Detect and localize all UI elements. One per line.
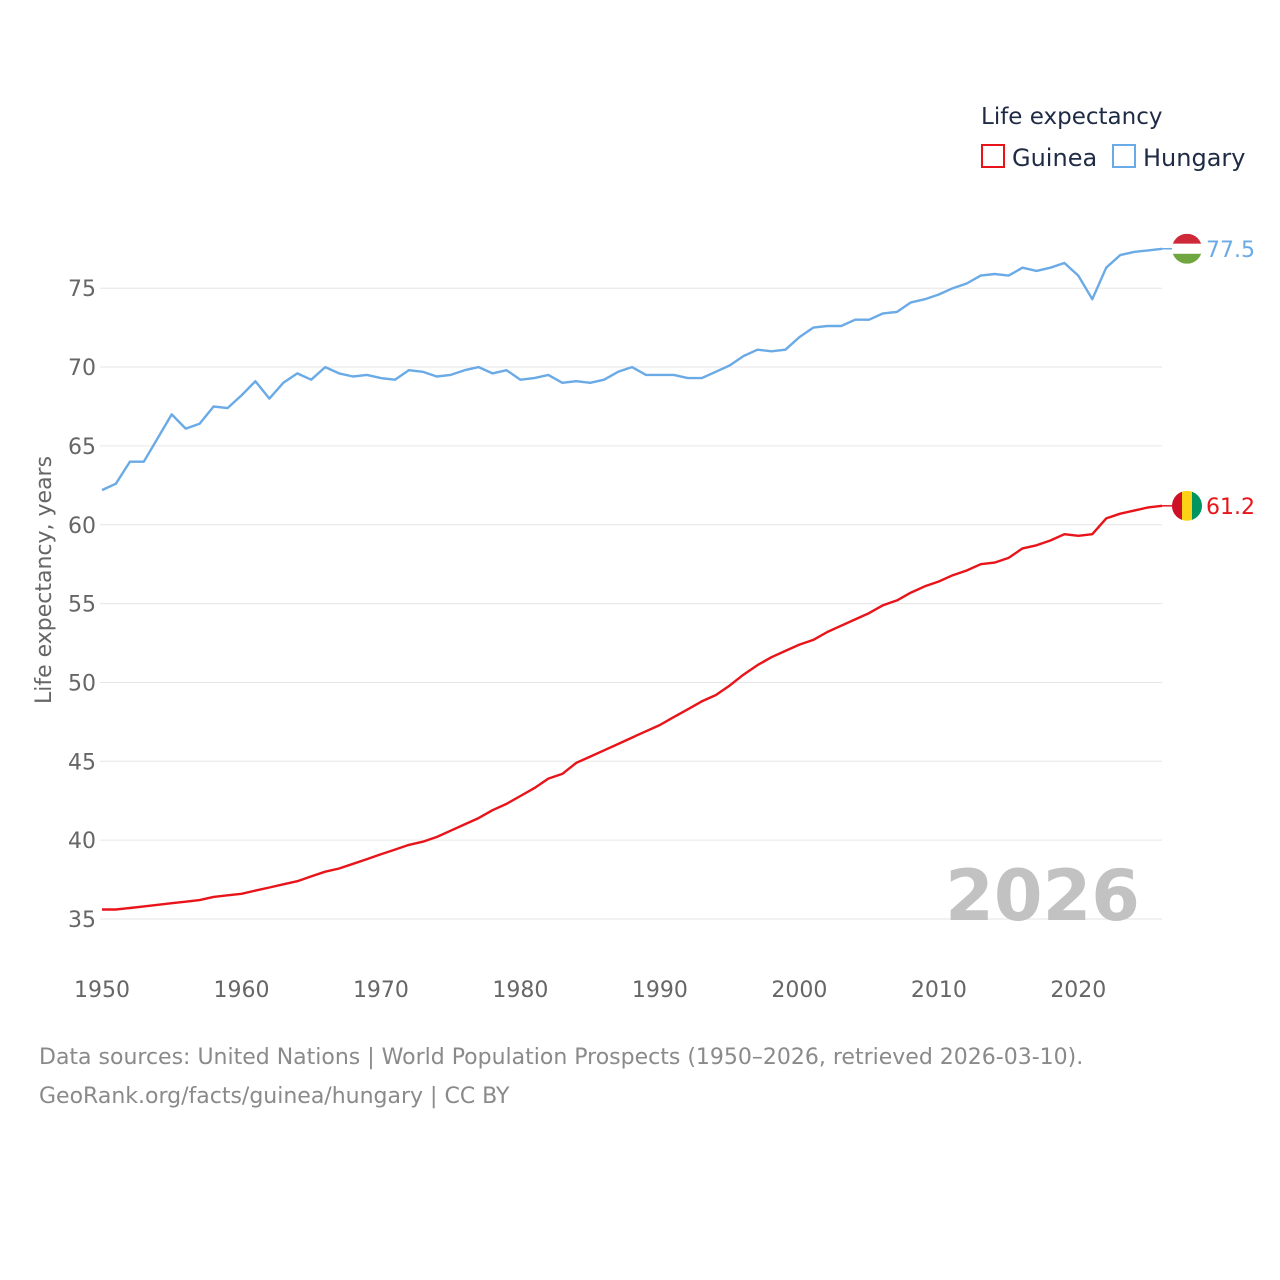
y-tick-label: 45 — [68, 750, 96, 775]
end-value-hungary: 77.5 — [1206, 238, 1255, 263]
grid-lines — [100, 287, 1162, 920]
guinea-flag-icon — [1172, 490, 1202, 521]
x-axis-ticks: 1950 1960 1970 1980 1990 2000 2010 2020 — [74, 978, 1106, 1003]
y-tick-label: 75 — [68, 277, 96, 302]
y-tick-label: 65 — [68, 435, 96, 460]
series-line-guinea[interactable] — [102, 504, 1163, 911]
x-tick-label: 2010 — [911, 978, 967, 1003]
legend-swatch-hungary[interactable] — [1112, 144, 1136, 168]
legend-swatch-guinea[interactable] — [981, 144, 1005, 168]
legend-label-hungary[interactable]: Hungary — [1143, 144, 1245, 172]
y-tick-label: 55 — [68, 593, 96, 618]
series-lines — [101, 247, 1163, 911]
line-chart: 35 40 45 50 55 60 65 70 75 1950 1960 1970 1980 1990 2… — [32, 104, 1255, 1003]
y-tick-label: 70 — [68, 356, 96, 381]
footer-sources: Data sources: United Nations | World Pop… — [39, 1045, 1084, 1070]
legend-title: Life expectancy — [981, 104, 1162, 130]
series-end-markers: 61.2 77.5 — [1162, 233, 1255, 521]
y-axis-label: Life expectancy, years — [32, 456, 57, 704]
legend: Life expectancy Guinea Hungary — [981, 104, 1245, 172]
year-watermark: 2026 — [945, 855, 1140, 937]
x-tick-label: 1960 — [213, 978, 269, 1003]
series-line-hungary[interactable] — [101, 247, 1163, 492]
footer-credit: GeoRank.org/facts/guinea/hungary | CC BY — [39, 1084, 510, 1109]
hungary-flag-icon — [1172, 233, 1202, 264]
x-tick-label: 2000 — [771, 978, 827, 1003]
end-value-guinea: 61.2 — [1206, 495, 1255, 520]
x-tick-label: 1970 — [353, 978, 409, 1003]
y-axis-ticks: 35 40 45 50 55 60 65 70 75 — [68, 277, 96, 933]
y-tick-label: 60 — [68, 514, 96, 539]
y-tick-label: 50 — [68, 671, 96, 696]
y-tick-label: 35 — [68, 908, 96, 933]
legend-label-guinea[interactable]: Guinea — [1012, 144, 1097, 172]
x-tick-label: 1980 — [492, 978, 548, 1003]
x-tick-label: 2020 — [1050, 978, 1106, 1003]
y-tick-label: 40 — [68, 829, 96, 854]
x-tick-label: 1950 — [74, 978, 130, 1003]
x-tick-label: 1990 — [632, 978, 688, 1003]
